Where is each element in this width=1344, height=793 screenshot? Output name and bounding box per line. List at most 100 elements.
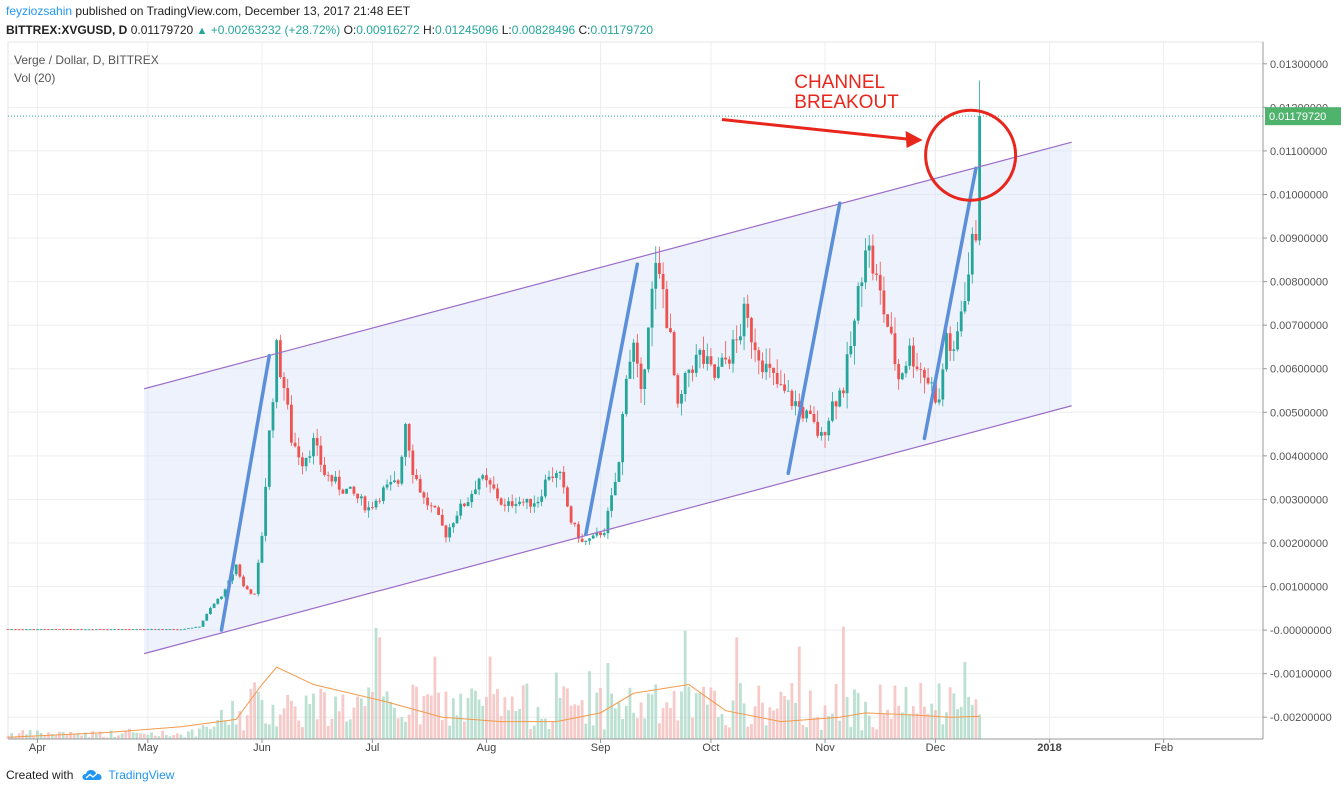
y-tick-label: 0.00400000 (1270, 451, 1328, 463)
volume-bar (13, 737, 17, 739)
candle-body (128, 629, 131, 631)
volume-bar (429, 695, 433, 739)
breakout-arrow-shaft (721, 118, 913, 142)
volume-bar (750, 724, 753, 739)
volume-bar (911, 706, 915, 739)
volume-bar (871, 727, 875, 739)
candle-body (705, 356, 709, 364)
candle-body (113, 629, 117, 630)
candle-body (529, 498, 533, 507)
volume-bar (249, 688, 253, 739)
volume-bar (426, 694, 429, 739)
volume-bar (330, 718, 334, 739)
volume-bar (635, 718, 639, 739)
y-tick-label: 0.00100000 (1270, 582, 1328, 594)
candle-body (238, 564, 242, 577)
volume-bar (566, 688, 569, 739)
candle-body (897, 364, 901, 380)
candle-body (120, 629, 124, 630)
volume-bar (389, 701, 393, 739)
candle-body (727, 359, 731, 364)
trend-line[interactable] (584, 262, 640, 537)
volume-bar (543, 718, 547, 739)
volume-bar (514, 710, 518, 739)
volume-bar (334, 696, 337, 739)
candle-body (959, 311, 963, 332)
breakout-arrow-head (905, 131, 923, 149)
volume-bar (150, 732, 153, 739)
candle-body (150, 629, 153, 630)
x-tick-label: Nov (815, 742, 835, 754)
candle-body (547, 476, 551, 480)
volume-bar (91, 731, 95, 739)
footer: Created with TradingView (6, 768, 174, 782)
candle-body (790, 390, 794, 407)
y-axis: 0.013000000.012000000.011000000.01000000… (1262, 42, 1332, 739)
candle-body (253, 593, 256, 595)
channel-upper-line[interactable] (144, 141, 1072, 390)
trend-line[interactable] (219, 353, 272, 632)
candle-body (889, 326, 893, 334)
volume-bar (499, 716, 503, 739)
trend-line[interactable] (786, 201, 842, 476)
volume-bar (411, 684, 415, 739)
candle-body (492, 484, 496, 489)
volume-bar (521, 685, 525, 739)
candle-body (91, 629, 95, 631)
volume-bar (227, 724, 231, 739)
candle-body (304, 457, 308, 467)
volume-bar (301, 727, 304, 739)
volume-bar (853, 689, 856, 739)
volume-bar (577, 705, 580, 739)
volume-bar (676, 720, 680, 739)
candle-body (168, 629, 172, 630)
volume-bar (400, 717, 404, 739)
x-tick-label: Jun (253, 742, 271, 754)
candle-body (930, 382, 934, 384)
volume-bar (117, 735, 120, 739)
candle-body (267, 430, 271, 487)
candle-body (595, 532, 599, 536)
candle-body (131, 629, 135, 630)
candle-body (293, 442, 297, 447)
candle-body (830, 401, 834, 421)
volume-bar (650, 694, 654, 739)
volume-bar (326, 725, 330, 739)
volume-bar (352, 707, 356, 739)
candle-body (124, 629, 128, 630)
y-tick-label: 0.00600000 (1270, 364, 1328, 376)
volume-bar (120, 733, 124, 739)
x-tick-label: Aug (477, 742, 497, 754)
candle-body (271, 402, 275, 431)
volume-bar (220, 709, 223, 739)
candle-body (864, 250, 867, 283)
candle-body (845, 354, 849, 394)
volume-bar (830, 713, 834, 739)
volume-bar (256, 691, 260, 739)
candle-body (562, 471, 566, 488)
volume-bar (694, 693, 698, 739)
candle-body (904, 365, 908, 374)
candle-body (334, 476, 337, 482)
volume-bar (407, 714, 411, 739)
candle-body (76, 629, 80, 630)
volume-bar (529, 729, 533, 739)
author-link[interactable]: feyziozsahin (6, 4, 73, 18)
volume-bar (146, 734, 150, 739)
volume-bar (451, 698, 455, 739)
volume-bar (738, 683, 742, 739)
volume-bar (289, 700, 293, 739)
volume-bar (304, 695, 308, 739)
volume-bar (139, 733, 142, 739)
volume-bar (260, 700, 264, 739)
channel-lower-line[interactable] (144, 405, 1072, 655)
tradingview-link[interactable]: TradingView (81, 768, 174, 782)
volume-bar (238, 711, 242, 739)
trend-line[interactable] (922, 166, 978, 441)
volume-bar (617, 702, 621, 739)
candle-body (161, 629, 164, 631)
candle-body (867, 245, 871, 251)
price-badge-bg (1265, 107, 1341, 126)
y-tick-label: 0.01300000 (1270, 59, 1328, 71)
